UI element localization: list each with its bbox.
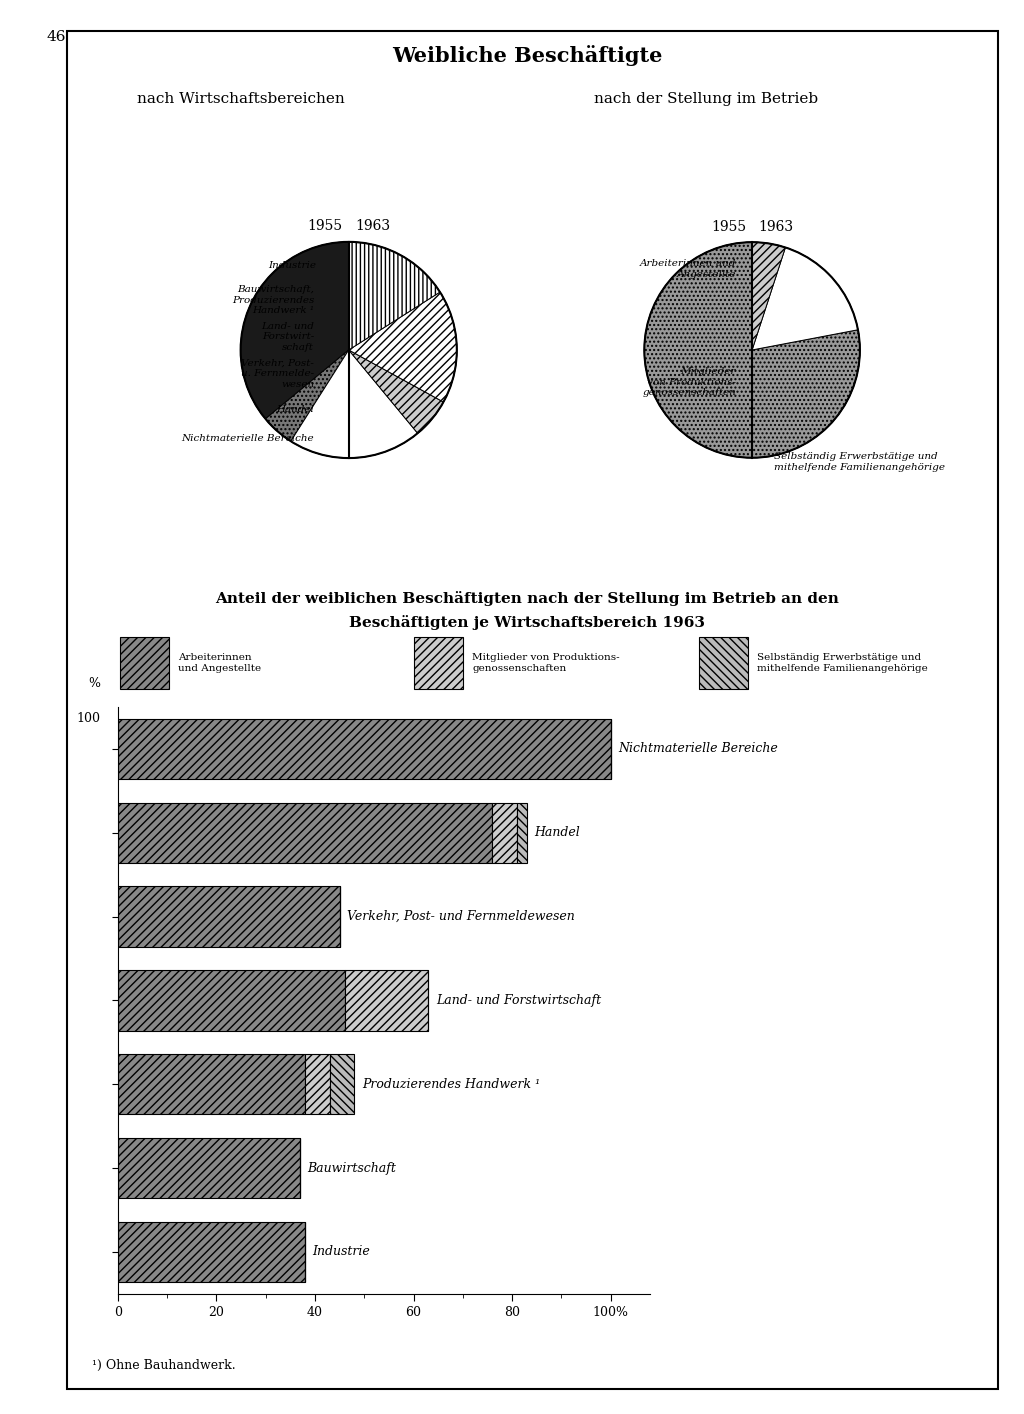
Bar: [330, 1053, 354, 1114]
Text: 100: 100: [77, 713, 100, 725]
Wedge shape: [752, 247, 858, 351]
Wedge shape: [644, 242, 860, 458]
Bar: [118, 1053, 305, 1114]
Wedge shape: [349, 351, 443, 433]
Wedge shape: [291, 351, 418, 458]
Wedge shape: [752, 242, 785, 351]
Bar: [118, 1222, 305, 1282]
Text: Beschäftigten je Wirtschaftsbereich 1963: Beschäftigten je Wirtschaftsbereich 1963: [349, 615, 706, 631]
Text: Arbeiterinnen
und Angestellte: Arbeiterinnen und Angestellte: [178, 653, 261, 673]
Text: Bauwirtschaft,
Produzierendes
Handwerk ¹: Bauwirtschaft, Produzierendes Handwerk ¹: [231, 286, 314, 315]
Text: Selbständig Erwerbstätige und
mithelfende Familienangehörige: Selbständig Erwerbstätige und mithelfend…: [757, 653, 928, 673]
Text: Industrie: Industrie: [312, 1246, 371, 1258]
Bar: [493, 803, 517, 863]
Bar: [118, 718, 610, 779]
Wedge shape: [270, 351, 418, 458]
Text: Nichtmaterielle Bereiche: Nichtmaterielle Bereiche: [181, 434, 314, 443]
Text: Handel: Handel: [276, 404, 314, 414]
Text: Land- und Forstwirtschaft: Land- und Forstwirtschaft: [436, 994, 601, 1007]
Text: Anteil der weiblichen Beschäftigten nach der Stellung im Betrieb an den: Anteil der weiblichen Beschäftigten nach…: [215, 591, 840, 607]
Bar: [118, 970, 344, 1031]
Wedge shape: [349, 351, 440, 433]
Text: nach Wirtschaftsbereichen: nach Wirtschaftsbereichen: [137, 92, 344, 106]
Text: Mitglieder von Produktions-
genossenschaften: Mitglieder von Produktions- genossenscha…: [472, 653, 620, 673]
Text: Nichtmaterielle Bereiche: Nichtmaterielle Bereiche: [618, 742, 778, 755]
Text: ¹) Ohne Bauhandwerk.: ¹) Ohne Bauhandwerk.: [92, 1359, 236, 1372]
Wedge shape: [646, 242, 860, 458]
Text: 1963: 1963: [355, 219, 390, 233]
Text: Produzierendes Handwerk ¹: Produzierendes Handwerk ¹: [361, 1077, 540, 1090]
Text: Arbeiterinnen und
Angestellte: Arbeiterinnen und Angestellte: [640, 259, 736, 279]
Wedge shape: [349, 242, 440, 351]
Wedge shape: [349, 242, 457, 407]
Wedge shape: [261, 242, 349, 351]
Wedge shape: [241, 287, 349, 390]
Bar: [118, 1138, 300, 1198]
Bar: [118, 887, 340, 947]
Wedge shape: [674, 242, 752, 351]
Wedge shape: [644, 276, 752, 370]
Bar: [699, 638, 749, 689]
Text: Verkehr, Post- und Fernmeldewesen: Verkehr, Post- und Fernmeldewesen: [347, 911, 574, 923]
Text: %: %: [88, 677, 100, 690]
Text: 46: 46: [46, 30, 66, 44]
Text: Verkehr, Post-
u. Fernmelde-
wesen: Verkehr, Post- u. Fernmelde- wesen: [241, 359, 314, 389]
Text: Mitglieder
von Produktions-
genossenschaften: Mitglieder von Produktions- genossenscha…: [642, 368, 736, 397]
Wedge shape: [241, 242, 349, 419]
Bar: [344, 970, 428, 1031]
Bar: [414, 638, 463, 689]
Text: 1955: 1955: [711, 219, 745, 233]
Wedge shape: [265, 351, 349, 441]
Bar: [305, 1053, 330, 1114]
Text: 1955: 1955: [307, 219, 342, 233]
Text: Bauwirtschaft: Bauwirtschaft: [307, 1161, 396, 1175]
Text: Land- und
Forstwirt-
schaft: Land- und Forstwirt- schaft: [261, 322, 314, 352]
Text: Handel: Handel: [535, 826, 581, 840]
Text: 1963: 1963: [758, 219, 794, 233]
Bar: [517, 803, 527, 863]
Wedge shape: [248, 351, 349, 424]
Bar: [118, 803, 493, 863]
Text: nach der Stellung im Betrieb: nach der Stellung im Betrieb: [595, 92, 818, 106]
Text: Weibliche Beschäftigte: Weibliche Beschäftigte: [392, 45, 663, 66]
Bar: [120, 638, 169, 689]
Text: Industrie: Industrie: [268, 262, 316, 270]
Wedge shape: [349, 293, 457, 402]
Text: Selbständig Erwerbstätige und
mithelfende Familienangehörige: Selbständig Erwerbstätige und mithelfend…: [774, 452, 945, 472]
